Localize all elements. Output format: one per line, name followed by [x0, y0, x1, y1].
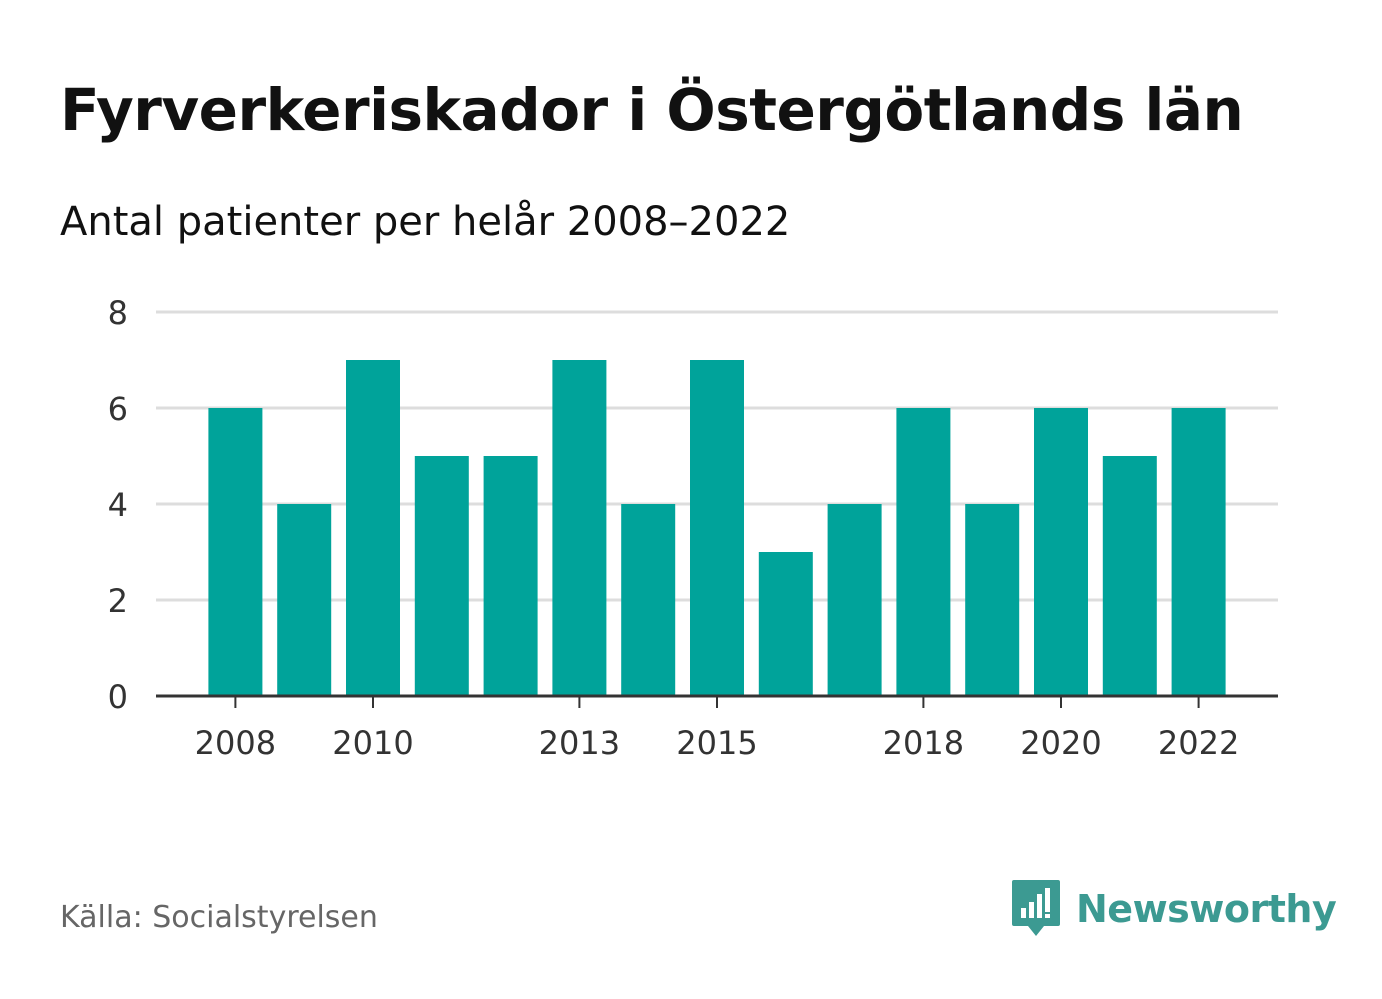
- y-axis-labels: 0 2 4 6 8: [108, 294, 128, 716]
- x-tick-label: 2015: [676, 724, 757, 762]
- bar-chart: 0 2 4 6 8 2008 2010 2013 2015 2018 2020 2022: [108, 294, 1278, 762]
- x-tick-label: 2010: [332, 724, 413, 762]
- chart-title: Fyrverkeriskador i Östergötlands län: [60, 76, 1244, 144]
- x-axis-labels: 2008 2010 2013 2015 2018 2020 2022: [195, 724, 1240, 762]
- y-tick-label: 8: [108, 294, 128, 332]
- bar: [552, 360, 607, 696]
- y-tick-label: 2: [108, 582, 128, 620]
- bar: [896, 408, 951, 696]
- bar: [483, 456, 538, 696]
- bars: [208, 360, 1226, 696]
- bar: [827, 504, 882, 696]
- bar: [621, 504, 676, 696]
- bar: [414, 456, 469, 696]
- source-note: Källa: Socialstyrelsen: [60, 900, 378, 935]
- y-tick-label: 0: [108, 678, 128, 716]
- speech-bubble-bar-chart-icon: [1012, 880, 1060, 936]
- x-tick-label: 2008: [195, 724, 276, 762]
- x-tick-label: 2022: [1158, 724, 1239, 762]
- bar: [277, 504, 332, 696]
- bar: [758, 552, 813, 696]
- x-tick-label: 2020: [1020, 724, 1101, 762]
- bar: [346, 360, 400, 696]
- bar: [1034, 408, 1088, 696]
- y-tick-label: 6: [108, 390, 128, 428]
- bar: [1171, 408, 1226, 696]
- brand-logo-group: Newsworthy: [1010, 876, 1337, 942]
- x-axis-ticks: [234, 696, 1200, 708]
- x-tick-label: 2018: [883, 724, 964, 762]
- chart-subtitle: Antal patienter per helår 2008–2022: [60, 199, 791, 245]
- y-tick-label: 4: [108, 486, 128, 524]
- bar: [208, 408, 263, 696]
- x-tick-label: 2013: [539, 724, 620, 762]
- bar: [690, 360, 744, 696]
- bar: [965, 504, 1020, 696]
- bar: [1102, 456, 1157, 696]
- brand-name: Newsworthy: [1076, 887, 1337, 931]
